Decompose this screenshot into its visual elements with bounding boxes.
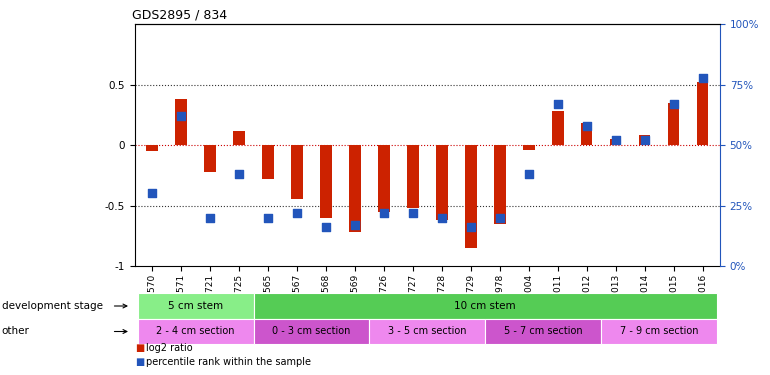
Bar xyxy=(697,82,708,145)
Bar xyxy=(639,135,651,145)
Bar xyxy=(146,145,158,151)
Point xyxy=(464,224,477,230)
Text: 7 - 9 cm section: 7 - 9 cm section xyxy=(620,327,698,336)
Text: other: other xyxy=(2,327,29,336)
Text: ■: ■ xyxy=(135,357,144,367)
Bar xyxy=(668,103,679,145)
Point xyxy=(436,214,448,220)
Point xyxy=(349,222,361,228)
Point xyxy=(581,123,593,129)
Bar xyxy=(494,145,506,224)
Text: 5 - 7 cm section: 5 - 7 cm section xyxy=(504,327,583,336)
Point xyxy=(551,101,564,107)
Bar xyxy=(407,145,419,208)
Point xyxy=(668,101,680,107)
Bar xyxy=(552,111,564,145)
Bar xyxy=(378,145,390,211)
Point xyxy=(320,224,332,230)
Bar xyxy=(204,145,216,172)
Text: 2 - 4 cm section: 2 - 4 cm section xyxy=(156,327,235,336)
Point xyxy=(494,214,506,220)
Text: ■: ■ xyxy=(135,343,144,353)
Text: 3 - 5 cm section: 3 - 5 cm section xyxy=(388,327,467,336)
Bar xyxy=(263,145,274,179)
Point xyxy=(378,210,390,216)
Point xyxy=(262,214,274,220)
Bar xyxy=(233,130,245,145)
Text: GDS2895 / 834: GDS2895 / 834 xyxy=(132,9,227,22)
Point xyxy=(175,113,187,119)
Bar xyxy=(581,123,592,145)
Bar xyxy=(176,99,187,145)
Point xyxy=(204,214,216,220)
Text: 0 - 3 cm section: 0 - 3 cm section xyxy=(273,327,350,336)
Text: 5 cm stem: 5 cm stem xyxy=(168,301,223,311)
Point xyxy=(610,137,622,143)
Text: development stage: development stage xyxy=(2,301,102,311)
Point xyxy=(233,171,245,177)
Bar xyxy=(349,145,360,232)
Bar xyxy=(436,145,447,220)
Text: percentile rank within the sample: percentile rank within the sample xyxy=(146,357,311,367)
Point xyxy=(696,75,708,81)
Bar xyxy=(610,139,621,145)
Point xyxy=(638,137,651,143)
Text: log2 ratio: log2 ratio xyxy=(146,343,193,353)
Text: 10 cm stem: 10 cm stem xyxy=(454,301,516,311)
Point xyxy=(523,171,535,177)
Point xyxy=(146,190,159,196)
Point xyxy=(291,210,303,216)
Point xyxy=(407,210,419,216)
Bar xyxy=(465,145,477,248)
Bar xyxy=(320,145,332,218)
Bar xyxy=(291,145,303,200)
Bar xyxy=(523,145,534,150)
